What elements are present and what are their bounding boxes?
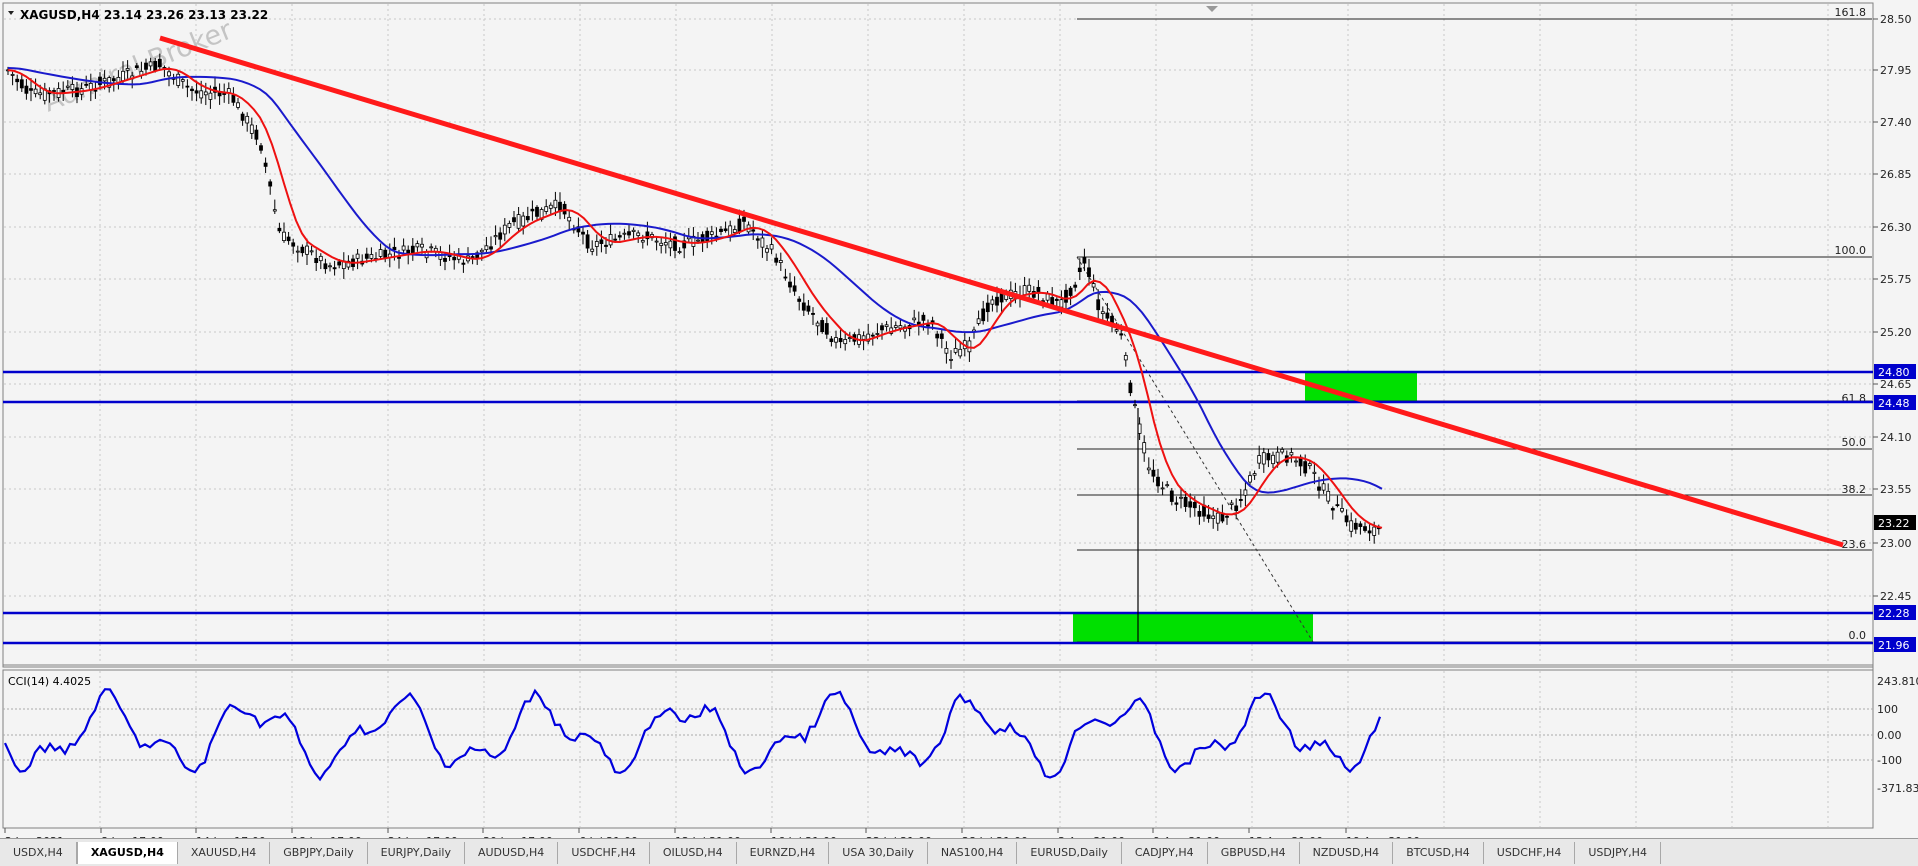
level-label-24-80: 24.80 bbox=[1878, 366, 1910, 379]
chart-tab[interactable]: NZDUSD,H4 bbox=[1300, 842, 1394, 864]
fibonacci-retracement[interactable]: 161.8 100.0 61.8 50.0 38.2 23.6 0.0 bbox=[1076, 6, 1872, 643]
horizontal-levels[interactable] bbox=[3, 370, 1873, 645]
level-label-21-96: 21.96 bbox=[1878, 639, 1910, 652]
time-tick-label: 22 Jul 21:00 bbox=[866, 835, 932, 838]
cci-tick-neg100: -100 bbox=[1877, 754, 1902, 767]
time-axis: 2 Jun 2021 8 Jun 17:00 14 Jun 17:00 18 Jun … bbox=[4, 828, 1420, 838]
time-tick-label: 16 Jul 21:00 bbox=[771, 835, 837, 838]
chart-tabs-bar: USDX,H4 XAGUSD,H4 XAUUSD,H4 GBPJPY,Daily EUR… bbox=[0, 838, 1918, 866]
level-label-22-28: 22.28 bbox=[1878, 607, 1910, 620]
fibo-label-38-2: 38.2 bbox=[1842, 483, 1867, 496]
descending-trendline[interactable] bbox=[159, 35, 1844, 548]
cci-tick-100: 100 bbox=[1877, 703, 1898, 716]
price-tick-label: 24.10 bbox=[1880, 431, 1912, 444]
collapse-arrow-icon[interactable] bbox=[8, 11, 14, 15]
level-label-24-48: 24.48 bbox=[1878, 397, 1910, 410]
cci-line bbox=[3, 688, 1382, 782]
shift-marker-icon[interactable] bbox=[1206, 6, 1218, 12]
chart-tab[interactable]: AUDUSD,H4 bbox=[465, 842, 559, 864]
fibo-label-23-6: 23.6 bbox=[1842, 538, 1867, 551]
fibo-label-100: 100.0 bbox=[1835, 244, 1867, 257]
price-axis: 28.50 27.95 27.40 26.85 26.30 25.75 25.20 24.65… bbox=[1873, 13, 1912, 603]
chart-tab[interactable]: USA 30,Daily bbox=[829, 842, 928, 864]
chart-tab[interactable]: USDX,H4 bbox=[0, 842, 77, 864]
fibo-label-50: 50.0 bbox=[1842, 436, 1867, 449]
chart-tab[interactable]: OILUSD,H4 bbox=[650, 842, 737, 864]
fast-moving-average bbox=[7, 67, 1383, 529]
fibo-label-161-8: 161.8 bbox=[1835, 6, 1867, 19]
chart-tab[interactable]: XAUUSD,H4 bbox=[178, 842, 271, 864]
chart-tab[interactable]: GBPJPY,Daily bbox=[270, 842, 368, 864]
chart-tab[interactable]: USDCHF,H4 bbox=[1484, 842, 1576, 864]
time-tick-label: 30 Jun 17:00 bbox=[483, 835, 553, 838]
price-tick-label: 28.50 bbox=[1880, 13, 1912, 26]
time-tick-label: 6 Jul 21:00 bbox=[579, 835, 638, 838]
price-tick-label: 26.85 bbox=[1880, 168, 1912, 181]
price-tick-label: 27.40 bbox=[1880, 116, 1912, 129]
price-tick-label: 23.55 bbox=[1880, 483, 1912, 496]
chart-tab[interactable]: XAGUSD,H4 bbox=[76, 842, 178, 864]
price-tick-label: 24.65 bbox=[1880, 378, 1912, 391]
chart-tab[interactable]: USDJPY,H4 bbox=[1575, 842, 1661, 864]
price-tick-label: 26.30 bbox=[1880, 221, 1912, 234]
time-tick-label: 2 Jun 2021 bbox=[5, 835, 64, 838]
cci-tick-max: 243.810 bbox=[1877, 675, 1918, 688]
price-tick-label: 25.75 bbox=[1880, 273, 1912, 286]
price-tick-label: 22.45 bbox=[1880, 590, 1912, 603]
time-tick-label: 9 Aug 21:00 bbox=[1153, 835, 1220, 838]
price-chart[interactable]: Admiral Broker 161.8 100.0 61.8 50.0 38.… bbox=[0, 0, 1918, 838]
level-price-labels: 24.80 24.48 22.28 21.96 23.22 bbox=[1874, 364, 1916, 652]
price-tick-label: 27.95 bbox=[1880, 64, 1912, 77]
candlesticks bbox=[6, 53, 1381, 642]
slow-moving-average bbox=[7, 67, 1383, 494]
symbol-header: XAGUSD,H4 23.14 23.26 23.13 23.22 bbox=[20, 8, 268, 22]
chart-tab[interactable]: USDCHF,H4 bbox=[558, 842, 650, 864]
cci-tick-0: 0.00 bbox=[1877, 729, 1902, 742]
chart-tab[interactable]: GBPUSD,H4 bbox=[1208, 842, 1300, 864]
time-tick-label: 3 Aug 21:00 bbox=[1058, 835, 1125, 838]
current-price-label: 23.22 bbox=[1878, 517, 1910, 530]
fibo-label-0: 0.0 bbox=[1849, 629, 1867, 642]
chart-tab[interactable]: EURJPY,Daily bbox=[368, 842, 465, 864]
time-tick-label: 13 Aug 21:00 bbox=[1249, 835, 1323, 838]
time-tick-label: 18 Jun 17:00 bbox=[292, 835, 362, 838]
cci-panel[interactable]: CCI(14) 4.4025 243.810 100 0.00 -100 -37… bbox=[3, 675, 1918, 795]
chart-tab[interactable]: EURNZD,H4 bbox=[737, 842, 830, 864]
chart-tab[interactable]: EURUSD,Daily bbox=[1017, 842, 1122, 864]
chart-tab[interactable]: CADJPY,H4 bbox=[1122, 842, 1208, 864]
time-tick-label: 19 Aug 21:00 bbox=[1346, 835, 1420, 838]
chart-tab[interactable]: BTCUSD,H4 bbox=[1393, 842, 1484, 864]
time-tick-label: 24 Jun 17:00 bbox=[388, 835, 458, 838]
time-tick-label: 12 Jul 21:00 bbox=[675, 835, 741, 838]
chart-header: XAGUSD,H4 23.14 23.26 23.13 23.22 bbox=[8, 6, 1218, 22]
price-tick-label: 23.00 bbox=[1880, 537, 1912, 550]
time-tick-label: 8 Jun 17:00 bbox=[101, 835, 164, 838]
cci-tick-min: -371.835 bbox=[1877, 782, 1918, 795]
price-tick-label: 25.20 bbox=[1880, 326, 1912, 339]
time-tick-label: 28 Jul 21:00 bbox=[962, 835, 1028, 838]
time-tick-label: 14 Jun 17:00 bbox=[196, 835, 266, 838]
target-zone-lower bbox=[1073, 613, 1313, 642]
cci-label: CCI(14) 4.4025 bbox=[8, 675, 91, 688]
chart-tab[interactable]: NAS100,H4 bbox=[928, 842, 1018, 864]
